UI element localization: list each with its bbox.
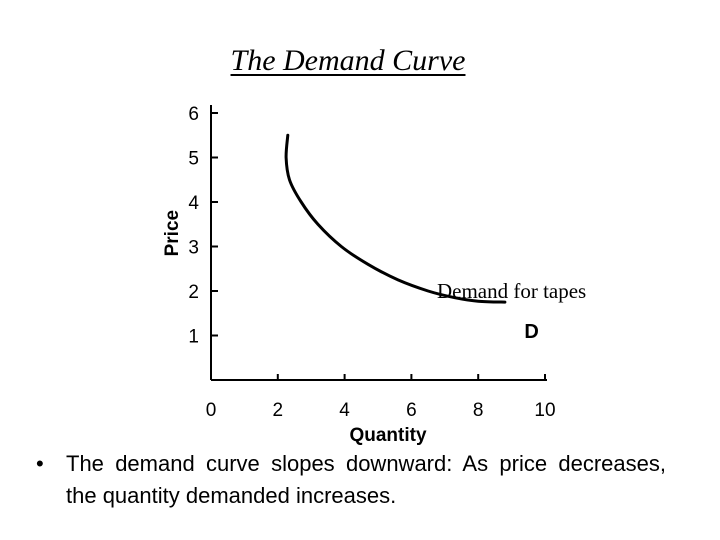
page-title: The Demand Curve bbox=[230, 44, 466, 77]
y-tick-label: 5 bbox=[188, 149, 199, 170]
y-tick-label: 3 bbox=[188, 238, 199, 259]
y-tick-label: 1 bbox=[188, 327, 199, 348]
x-tick-label: 2 bbox=[273, 400, 284, 421]
demand-chart: 1 2 3 4 5 6 0 2 4 6 8 10 Price Quantity Demand for… bbox=[162, 104, 586, 446]
x-axis-label: Quantity bbox=[349, 425, 426, 446]
bullet-symbol: • bbox=[36, 451, 44, 476]
bullet-text: The demand curve slopes downward: As pri… bbox=[66, 451, 666, 508]
y-axis-label: Price bbox=[162, 210, 183, 256]
y-tick-label: 4 bbox=[188, 193, 199, 214]
x-tick-label: 8 bbox=[473, 400, 484, 421]
demand-curve-line bbox=[284, 133, 507, 304]
y-tick-label: 2 bbox=[188, 282, 199, 303]
x-tick-label: 6 bbox=[406, 400, 417, 421]
x-tick-label: 0 bbox=[206, 400, 217, 421]
y-tick-label: 6 bbox=[188, 104, 199, 125]
x-tick-label: 4 bbox=[339, 400, 350, 421]
curve-annotation-d: D bbox=[524, 321, 538, 343]
curve-annotation-demand: Demand for tapes bbox=[437, 279, 586, 303]
x-tick-label: 10 bbox=[534, 400, 555, 421]
